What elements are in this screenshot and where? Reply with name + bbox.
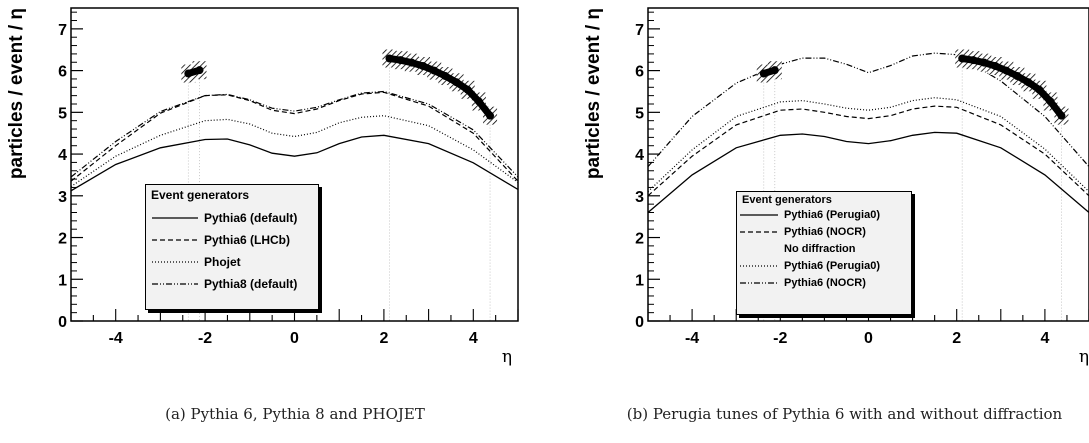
panel-b-series-line-1 — [648, 105, 1089, 197]
panel-a-y-tick-label: 7 — [58, 22, 67, 39]
legend-b: Event generators Pythia6 (Perugia0) Pyth… — [736, 191, 912, 315]
legend-a-sample-3 — [152, 283, 198, 285]
panel-a-y-tick-label: 2 — [58, 231, 67, 248]
legend-b-label-3: Pythia6 (NOCR) — [784, 277, 866, 289]
panel-a-y-tick-label: 4 — [58, 147, 67, 164]
panel-a-series-line-1 — [71, 91, 518, 182]
panel-b-data-point — [770, 66, 779, 75]
panel-b-y-tick-label: 1 — [635, 272, 644, 289]
legend-b-sample-1 — [740, 231, 778, 233]
panel-a-x-axis-label: η — [502, 347, 512, 367]
legend-b-label-0: Pythia6 (Perugia0) — [784, 209, 880, 221]
panel-a-x-tick-label: 2 — [379, 330, 388, 347]
panel-b-y-axis-label: particles / event / η — [583, 8, 604, 179]
legend-b-subheading: No diffraction — [784, 243, 856, 255]
legend-a-item-1: Pythia6 (LHCb) — [146, 233, 318, 247]
legend-a: Event generators Pythia6 (default) Pythi… — [145, 184, 319, 310]
legend-b-sample-0 — [740, 214, 778, 216]
legend-a-label-3: Pythia8 (default) — [204, 277, 298, 291]
legend-b-item-2: Pythia6 (Perugia0) — [737, 260, 911, 272]
panel-a-y-tick-label: 1 — [58, 272, 67, 289]
panel-a-y-tick-label: 6 — [58, 64, 67, 81]
panel-b-y-tick-label: 5 — [635, 105, 644, 122]
panel-b-x-tick-label: 0 — [864, 330, 873, 347]
legend-a-sample-0 — [152, 217, 198, 219]
panel-a-y-axis-label: particles / event / η — [6, 8, 27, 179]
legend-a-item-3: Pythia8 (default) — [146, 277, 318, 291]
panel-a-x-tick-label: -4 — [109, 330, 123, 347]
panel-a-series-group — [71, 90, 518, 192]
legend-a-item-0: Pythia6 (default) — [146, 211, 318, 225]
panel-b-series-line-0 — [648, 131, 1089, 213]
panel-b-x-tick-label: -2 — [773, 330, 787, 347]
panel-a-y-tick-label: 5 — [58, 105, 67, 122]
legend-b-item-1: Pythia6 (NOCR) — [737, 226, 911, 238]
legend-b-subheading-row: No diffraction — [737, 243, 911, 255]
legend-a-item-2: Phojet — [146, 255, 318, 269]
panel-b-data-point — [1057, 111, 1066, 120]
panel-b-series-group — [648, 52, 1089, 213]
panel-a-series-line-0 — [71, 134, 518, 192]
legend-a-title: Event generators — [151, 188, 250, 202]
legend-b-label-2: Pythia6 (Perugia0) — [784, 260, 880, 272]
panel-b: 0 1 2 3 4 5 6 7 -4 -2 0 2 4 η particles / event / η — [583, 7, 1089, 367]
caption-a: (a) Pythia 6, Pythia 8 and PHOJET — [165, 405, 425, 423]
panel-b-y-tick-label: 4 — [635, 147, 644, 164]
panel-b-series-line-2 — [648, 97, 1089, 193]
panel-a-series-line-3 — [71, 90, 518, 178]
panel-a: 0 1 2 3 4 5 6 7 -4 -2 0 2 4 η particles / event / η — [6, 7, 519, 367]
legend-a-sample-2 — [152, 261, 198, 263]
panel-b-x-axis-label: η — [1079, 347, 1089, 367]
panel-b-x-tick-label: -4 — [685, 330, 699, 347]
panel-a-x-tick-label: 4 — [469, 330, 478, 347]
panel-b-x-tick-label: 2 — [952, 330, 961, 347]
legend-a-label-1: Pythia6 (LHCb) — [204, 233, 291, 247]
legend-b-item-0: Pythia6 (Perugia0) — [737, 209, 911, 221]
panel-a-data-point — [486, 111, 495, 120]
panel-b-y-tick-label: 0 — [635, 314, 644, 331]
panel-b-x-tick-label: 4 — [1040, 330, 1049, 347]
panel-b-y-tick-label: 6 — [635, 64, 644, 81]
panel-a-y-tick-label: 3 — [58, 189, 67, 206]
legend-b-sample-2 — [740, 265, 778, 267]
panel-a-y-tick-label: 0 — [58, 314, 67, 331]
panel-a-x-tick-label: -2 — [198, 330, 212, 347]
legend-a-sample-1 — [152, 239, 198, 241]
legend-b-sample-3 — [740, 282, 778, 284]
panel-b-y-tick-label: 3 — [635, 189, 644, 206]
legend-b-title: Event generators — [742, 194, 832, 206]
caption-b: (b) Perugia tunes of Pythia 6 with and w… — [626, 405, 1063, 423]
panel-a-data-point — [195, 66, 204, 75]
legend-b-label-1: Pythia6 (NOCR) — [784, 226, 866, 238]
panel-b-y-tick-label: 2 — [635, 231, 644, 248]
panel-a-x-tick-label: 0 — [290, 330, 299, 347]
panel-b-y-tick-label: 7 — [635, 22, 644, 39]
legend-a-label-2: Phojet — [204, 255, 241, 269]
legend-b-item-3: Pythia6 (NOCR) — [737, 277, 911, 289]
legend-a-label-0: Pythia6 (default) — [204, 211, 298, 225]
